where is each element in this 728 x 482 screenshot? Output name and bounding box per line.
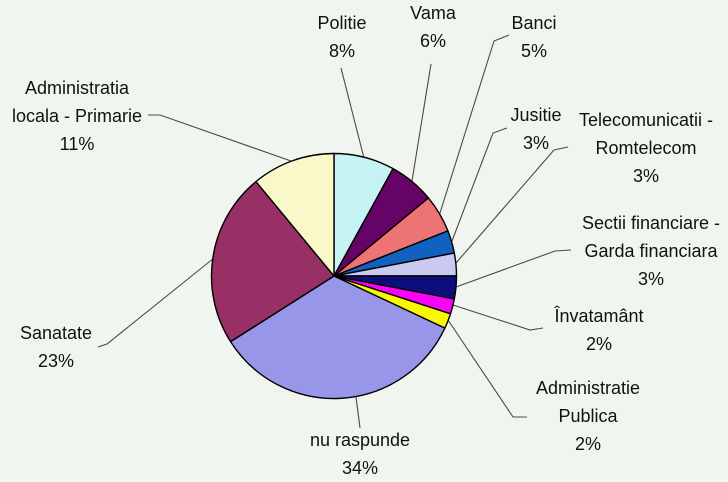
slice-label: Politie: [317, 13, 367, 33]
pie-slice-administratia_locala: [255, 152, 335, 277]
pie-slice-sanatate: [210, 180, 335, 343]
slice-percent: 2%: [574, 434, 602, 454]
leader-line-sectii-financiare: [455, 249, 572, 288]
pie-slice-nu_raspunde: [229, 275, 446, 400]
pie-slices: [210, 152, 458, 400]
slice-percent: 6%: [419, 31, 446, 51]
leader-line-administratie-publica: [447, 319, 527, 418]
slice-callout-administratia-locala: Administratia locala - Primarie 11%: [12, 74, 142, 158]
leader-line-jusitie: [451, 127, 508, 242]
slice-percent: 5%: [520, 41, 547, 61]
leader-line-sanatate: [97, 257, 215, 348]
slice-label: locala - Primarie: [11, 106, 143, 126]
slice-percent: 11%: [59, 134, 95, 154]
slice-callout-administratie-publica: Administratie Publica 2%: [536, 374, 640, 458]
slice-percent: 2%: [585, 334, 612, 354]
slice-label: nu raspunde: [309, 430, 411, 450]
slice-label: Administratie: [535, 378, 641, 398]
leader-line-vama: [411, 63, 432, 182]
slice-callout-politie: Politie 8%: [317, 9, 366, 65]
slice-label: Vama: [410, 3, 456, 23]
slice-callout-telecomunicatii: Telecomunicatii - Romtelecom 3%: [579, 106, 713, 190]
slice-callout-jusitie: Jusitie 3%: [510, 101, 561, 157]
slice-label: Telecomunicatii -: [578, 110, 714, 130]
slice-percent: 34%: [341, 458, 379, 478]
leader-line-politie: [340, 67, 365, 159]
slice-callout-vama: Vama 6%: [410, 0, 456, 55]
slice-label: Romtelecom: [595, 138, 697, 158]
slice-label: Publica: [558, 406, 618, 426]
slice-label: Banci: [511, 13, 557, 33]
leader-line-administratia-locala: [148, 114, 292, 162]
slice-callout-invatamant: Învatamânt 2%: [554, 302, 643, 358]
slice-label: Jusitie: [510, 105, 562, 125]
slice-callout-banci: Banci 5%: [511, 9, 556, 65]
slice-label: Sectii financiare -: [581, 213, 721, 233]
slice-callout-sectii-financiare: Sectii financiare - Garda financiara 3%: [582, 209, 720, 293]
leader-line-telecomunicatii: [455, 146, 569, 264]
slice-callout-nu-raspunde: nu raspunde 34%: [310, 426, 410, 482]
slice-label: Sanatate: [19, 323, 93, 343]
slice-percent: 3%: [522, 133, 549, 153]
slice-percent: 3%: [632, 166, 659, 186]
slice-percent: 8%: [328, 41, 355, 61]
slice-label: Învatamânt: [554, 306, 644, 326]
slice-percent: 23%: [37, 351, 75, 371]
leader-lines: [97, 34, 572, 429]
slice-label: Administratia: [24, 78, 130, 98]
slice-label: Garda financiara: [584, 241, 718, 261]
leader-line-nu-raspunde: [355, 396, 361, 429]
slice-callout-sanatate: Sanatate 23%: [20, 319, 92, 375]
leader-line-invatamant: [452, 304, 544, 331]
slice-percent: 3%: [637, 269, 664, 289]
leader-line-banci: [439, 34, 510, 214]
